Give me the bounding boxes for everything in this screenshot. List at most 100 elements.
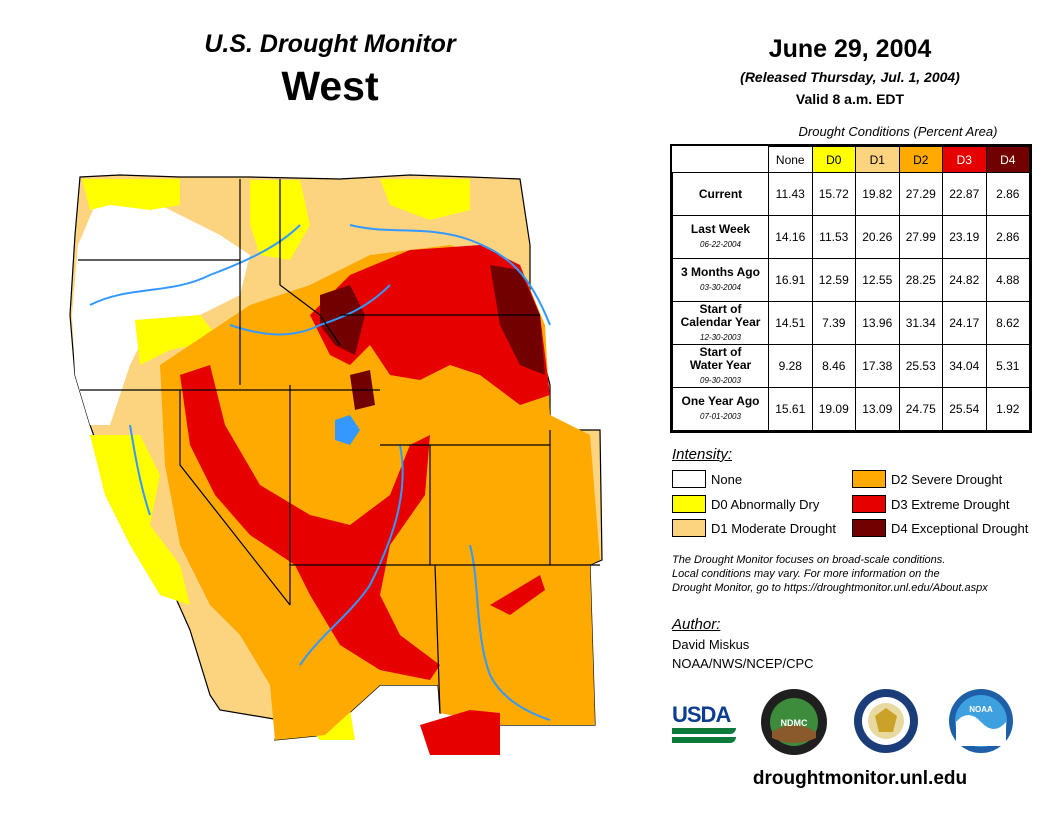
cell-d0: 12.59 bbox=[811, 258, 856, 302]
row-date: 09-30-2003 bbox=[700, 375, 741, 385]
legend-item-d0: D0 Abnormally Dry bbox=[672, 495, 819, 513]
usda-wave-icon bbox=[672, 737, 736, 743]
table-row: One Year Ago 07-01-2003 15.61 19.09 13.09… bbox=[672, 387, 1030, 431]
cell-d4: 4.88 bbox=[985, 258, 1030, 302]
cell-d0: 7.39 bbox=[811, 301, 856, 345]
cell-d2: 27.99 bbox=[898, 215, 943, 259]
row-label: Last Week 06-22-2004 bbox=[672, 215, 769, 259]
map-header: U.S. Drought Monitor West bbox=[180, 30, 480, 110]
legend-swatch-d3 bbox=[852, 495, 886, 513]
state-boundaries bbox=[78, 179, 600, 714]
cell-d0: 15.72 bbox=[811, 172, 856, 216]
cell-d0: 8.46 bbox=[811, 344, 856, 388]
river-colorado bbox=[299, 444, 404, 666]
cell-d3: 24.82 bbox=[942, 258, 987, 302]
author-title: Author: bbox=[672, 616, 721, 633]
usda-logo: USDA bbox=[668, 688, 740, 752]
col-header-d0: D0 bbox=[811, 146, 856, 173]
col-header-d4: D4 bbox=[985, 146, 1030, 173]
d4-zone-wyoming-north bbox=[490, 265, 545, 375]
cell-d1: 17.38 bbox=[855, 344, 900, 388]
row-label-text: One Year Ago bbox=[681, 394, 760, 408]
map-date: June 29, 2004 bbox=[768, 35, 932, 63]
legend-item-d4: D4 Exceptional Drought bbox=[852, 519, 1028, 537]
disclaimer-note: The Drought Monitor focuses on broad-sca… bbox=[672, 553, 1042, 595]
river-missouri bbox=[349, 224, 551, 326]
legend-label: D0 Abnormally Dry bbox=[711, 496, 820, 512]
col-header-d1: D1 bbox=[855, 146, 900, 173]
cell-d2: 24.75 bbox=[898, 387, 943, 431]
legend-item-d1: D1 Moderate Drought bbox=[672, 519, 836, 537]
cell-d2: 31.34 bbox=[898, 301, 943, 345]
legend-item-none: None bbox=[672, 470, 742, 488]
cell-d0: 19.09 bbox=[811, 387, 856, 431]
legend-swatch-d4 bbox=[852, 519, 886, 537]
cell-none: 15.61 bbox=[768, 387, 813, 431]
commerce-seal-logo bbox=[854, 689, 918, 753]
river-columbia bbox=[89, 224, 301, 306]
usda-logo-text: USDA bbox=[672, 702, 731, 727]
cell-d4: 1.92 bbox=[985, 387, 1030, 431]
d0-zone-montana-north bbox=[380, 179, 470, 220]
river-sacramento bbox=[129, 424, 151, 516]
row-date: 12-30-2003 bbox=[700, 332, 741, 342]
row-label-text: 3 Months Ago bbox=[681, 265, 760, 279]
d4-zone-idaho-montana bbox=[320, 285, 365, 355]
d3-zone-nevada-utah bbox=[180, 365, 440, 680]
legend-swatch-d1 bbox=[672, 519, 706, 537]
cell-d1: 13.09 bbox=[855, 387, 900, 431]
note-line: The Drought Monitor focuses on broad-sca… bbox=[672, 554, 946, 566]
legend-item-d3: D3 Extreme Drought bbox=[852, 495, 1010, 513]
row-date: 06-22-2004 bbox=[700, 240, 741, 249]
legend-swatch-d0 bbox=[672, 495, 706, 513]
cell-none: 9.28 bbox=[768, 344, 813, 388]
cell-d1: 20.26 bbox=[855, 215, 900, 259]
row-label: One Year Ago 07-01-2003 bbox=[672, 387, 769, 431]
d3-zone-arizona-south bbox=[420, 710, 500, 755]
table-row: 3 Months Ago 03-30-2004 16.91 12.59 12.55… bbox=[672, 258, 1030, 302]
row-label-text: Current bbox=[698, 186, 743, 201]
cell-d4: 8.62 bbox=[985, 301, 1030, 345]
author-org: NOAA/NWS/NCEP/CPC bbox=[672, 656, 814, 671]
cell-d4: 5.31 bbox=[985, 344, 1030, 388]
legend-label: D1 Moderate Drought bbox=[711, 520, 837, 536]
cell-d0: 11.53 bbox=[811, 215, 856, 259]
date-header: June 29, 2004 (Released Thursday, Jul. 1… bbox=[700, 35, 1000, 107]
drought-stats-table: None D0 D1 D2 D3 D4 Current 11.43 15.72 … bbox=[670, 144, 1032, 433]
d3-zone-new-mexico-east bbox=[490, 575, 545, 615]
row-label: 3 Months Ago 03-30-2004 bbox=[672, 258, 769, 302]
usda-wave-icon bbox=[672, 728, 736, 734]
note-line: Drought Monitor, go to https://droughtmo… bbox=[672, 582, 988, 594]
river-snake bbox=[229, 284, 391, 336]
site-url[interactable]: droughtmonitor.unl.edu bbox=[752, 768, 968, 789]
region-title: West bbox=[281, 63, 379, 109]
note-line: Local conditions may vary. For more info… bbox=[672, 568, 940, 580]
cell-d3: 25.54 bbox=[942, 387, 987, 431]
cell-none: 11.43 bbox=[768, 172, 813, 216]
cell-d4: 2.86 bbox=[985, 215, 1030, 259]
cell-d3: 22.87 bbox=[942, 172, 987, 216]
legend-swatch-none bbox=[672, 470, 706, 488]
legend-label: D2 Severe Drought bbox=[891, 471, 1003, 487]
table-row: Current 11.43 15.72 19.82 27.29 22.87 2.… bbox=[672, 172, 1030, 216]
cell-d2: 28.25 bbox=[898, 258, 943, 302]
row-date: 03-30-2004 bbox=[700, 283, 741, 292]
table-caption: Drought Conditions (Percent Area) bbox=[798, 124, 998, 139]
row-label: Current bbox=[672, 172, 769, 216]
release-date: (Released Thursday, Jul. 1, 2004) bbox=[740, 69, 960, 85]
none-zone-washington-north bbox=[145, 225, 210, 275]
row-label-line1: Start of bbox=[699, 344, 742, 359]
west-region-map bbox=[69, 174, 603, 755]
cell-d4: 2.86 bbox=[985, 172, 1030, 216]
table-row: Start of Calendar Year 12-30-2003 14.51 7.… bbox=[672, 301, 1030, 345]
cell-d3: 34.04 bbox=[942, 344, 987, 388]
table-row: Start of Water Year 09-30-2003 9.28 8.46 1… bbox=[672, 344, 1030, 388]
table-row: Last Week 06-22-2004 14.16 11.53 20.26 27… bbox=[672, 215, 1030, 259]
d0-zone-california bbox=[90, 435, 190, 605]
table-header-row: None D0 D1 D2 D3 D4 bbox=[673, 146, 1030, 173]
cell-d1: 13.96 bbox=[855, 301, 900, 345]
legend-label: None bbox=[711, 471, 743, 487]
col-header-d2: D2 bbox=[898, 146, 943, 173]
table-header-blank bbox=[673, 147, 769, 173]
cell-none: 14.51 bbox=[768, 301, 813, 345]
